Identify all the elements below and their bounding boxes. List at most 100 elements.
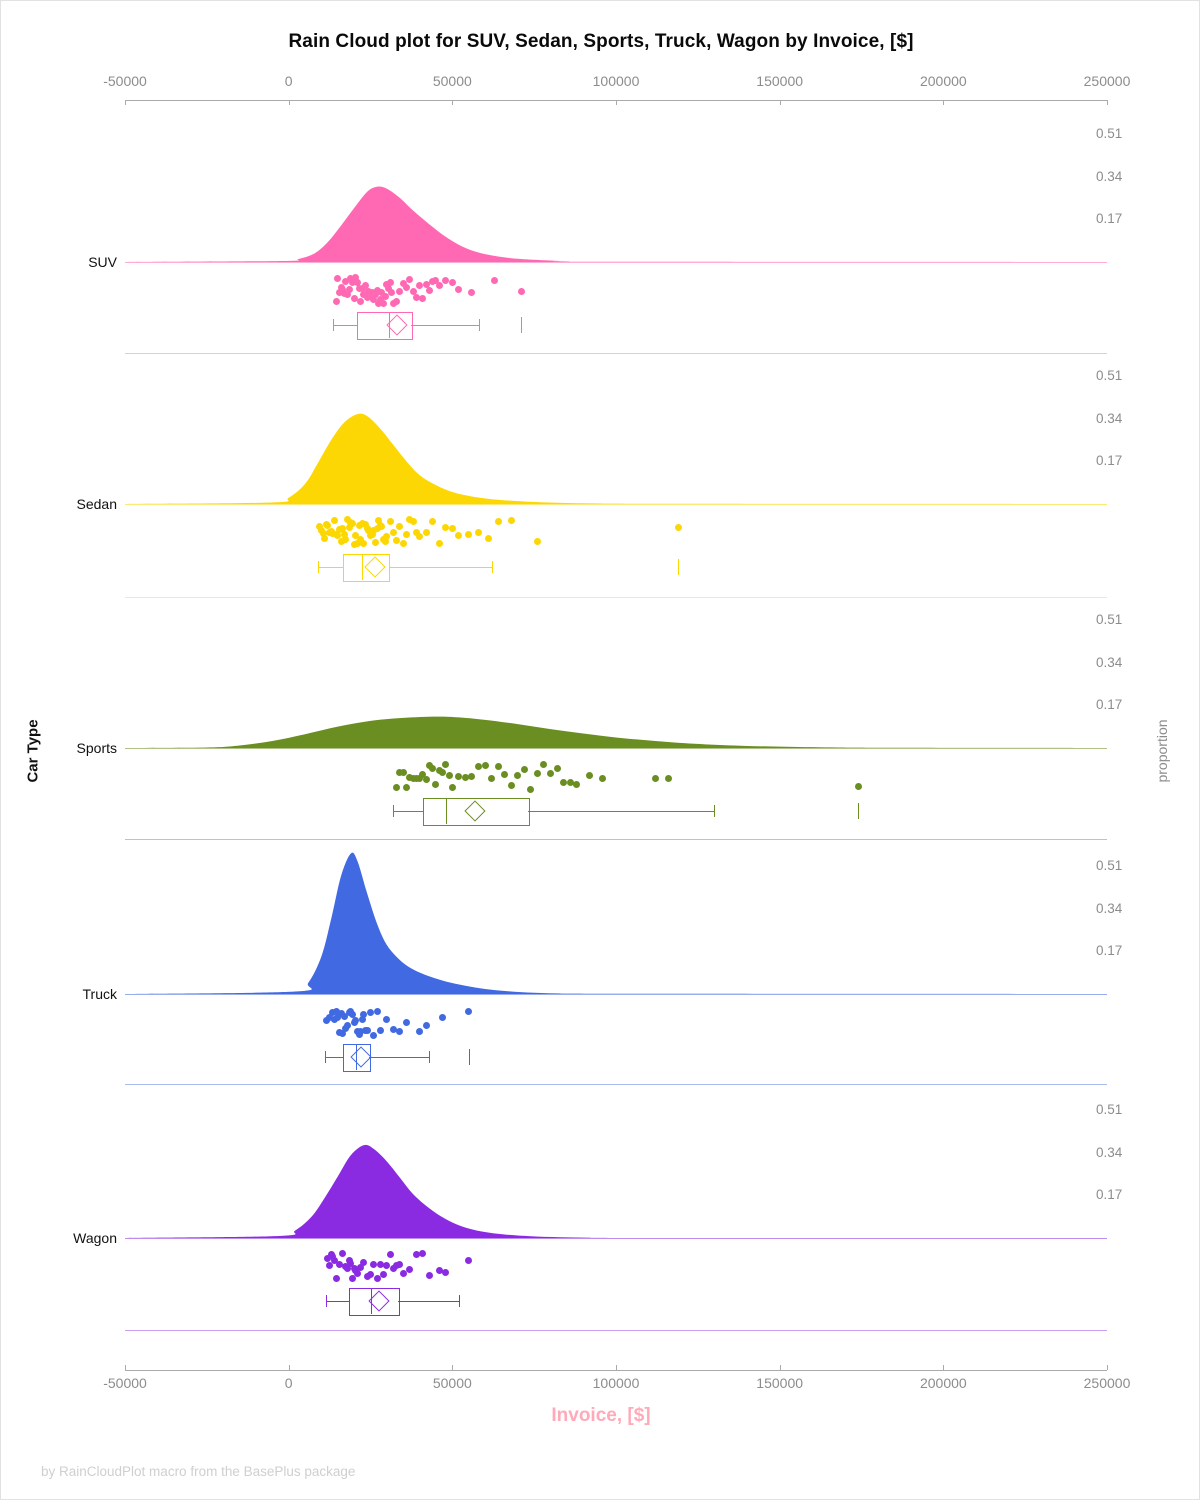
data-dot	[416, 532, 424, 540]
data-dot	[348, 519, 356, 527]
data-dot	[393, 297, 401, 305]
data-dot	[371, 291, 379, 299]
x-tick-label: 50000	[432, 73, 472, 89]
data-dot	[651, 774, 659, 782]
data-dot	[435, 1266, 443, 1274]
data-dot	[371, 539, 379, 547]
data-dot	[416, 774, 424, 782]
data-dot	[419, 294, 427, 302]
data-dot	[389, 528, 397, 536]
data-dot	[396, 522, 404, 530]
outlier-tick	[521, 317, 523, 333]
data-dot	[586, 772, 594, 780]
data-dot	[380, 299, 388, 307]
data-dot	[540, 760, 548, 768]
box-iqr	[357, 312, 414, 340]
density-cloud-truck	[125, 852, 1107, 994]
data-dot	[455, 773, 463, 781]
median-line	[370, 1288, 372, 1314]
data-dot	[352, 1017, 360, 1025]
data-dot	[376, 1026, 384, 1034]
x-tick-label: 150000	[756, 1375, 804, 1391]
data-dot	[475, 762, 483, 770]
data-dot	[435, 281, 443, 289]
data-dot	[319, 530, 327, 538]
outlier-tick	[858, 803, 860, 819]
panel-separator-wagon	[125, 1330, 1107, 1331]
data-dot	[416, 281, 424, 289]
whisker-line	[318, 567, 343, 568]
data-dot	[316, 522, 324, 530]
data-dot	[330, 516, 338, 524]
data-dot	[455, 285, 463, 293]
x-tick-mark	[779, 100, 781, 105]
data-dot	[409, 288, 417, 296]
data-dot	[383, 1261, 391, 1269]
data-dot	[386, 1250, 394, 1258]
baseline-suv	[125, 262, 1107, 263]
data-dot	[345, 523, 353, 531]
box-iqr	[342, 554, 391, 582]
data-dot	[484, 534, 492, 542]
data-dot	[321, 534, 329, 542]
data-dot	[527, 785, 535, 793]
data-dot	[375, 299, 383, 307]
data-dot	[339, 285, 347, 293]
data-dot	[342, 278, 350, 286]
data-dot	[358, 285, 366, 293]
box-iqr	[422, 798, 530, 826]
data-dot	[332, 1008, 340, 1016]
x-tick-label: 200000	[919, 1375, 967, 1391]
data-dot	[442, 761, 450, 769]
x-axis-title: Invoice, [$]	[551, 1405, 651, 1426]
x-tick-label: 0	[284, 73, 293, 89]
baseline-sedan	[125, 504, 1107, 505]
whisker-cap-low	[393, 805, 395, 817]
data-dot	[465, 1256, 473, 1264]
data-dot	[448, 524, 456, 532]
whisker-line	[388, 567, 492, 568]
x-tick-mark	[1107, 1365, 1108, 1370]
data-dot	[533, 538, 541, 546]
data-dot	[368, 531, 376, 539]
data-dot	[353, 1269, 361, 1277]
density-cloud-wagon	[125, 1144, 1107, 1239]
whisker-line	[393, 811, 423, 812]
data-dot	[399, 280, 407, 288]
data-dot	[396, 1261, 404, 1269]
whisker-cap-high	[714, 805, 716, 817]
data-dot	[339, 1030, 347, 1038]
proportion-tick-label: 0.17	[1096, 943, 1123, 959]
proportion-tick-label: 0.51	[1096, 1102, 1123, 1117]
category-label-suv: SUV	[88, 254, 117, 270]
whisker-cap-high	[458, 1295, 460, 1307]
proportion-tick-label: 0.34	[1096, 1144, 1123, 1160]
data-dot	[326, 1013, 334, 1021]
data-dot	[357, 1028, 365, 1036]
data-dot	[494, 763, 502, 771]
data-dot	[425, 1271, 433, 1279]
x-tick-mark	[616, 100, 617, 105]
proportion-tick-label: 0.17	[1096, 697, 1123, 713]
data-dot	[560, 778, 568, 786]
whisker-cap-high	[478, 319, 480, 331]
data-dot	[439, 768, 446, 776]
data-dot	[337, 538, 345, 546]
data-dot	[353, 540, 361, 548]
x-tick-mark	[125, 100, 126, 105]
data-dot	[547, 770, 555, 778]
data-dot	[334, 531, 342, 539]
data-dot	[393, 784, 401, 792]
median-line	[445, 798, 447, 824]
data-dot	[378, 289, 386, 297]
whisker-line	[332, 325, 358, 326]
data-dot	[360, 539, 368, 547]
data-dot	[399, 539, 407, 547]
x-tick-mark	[616, 1365, 617, 1370]
baseline-sports	[125, 748, 1107, 749]
data-dot	[406, 1265, 414, 1273]
data-dot	[455, 532, 463, 540]
proportion-tick-label: 0.34	[1096, 654, 1123, 670]
proportion-tick-label: 0.51	[1096, 858, 1123, 873]
